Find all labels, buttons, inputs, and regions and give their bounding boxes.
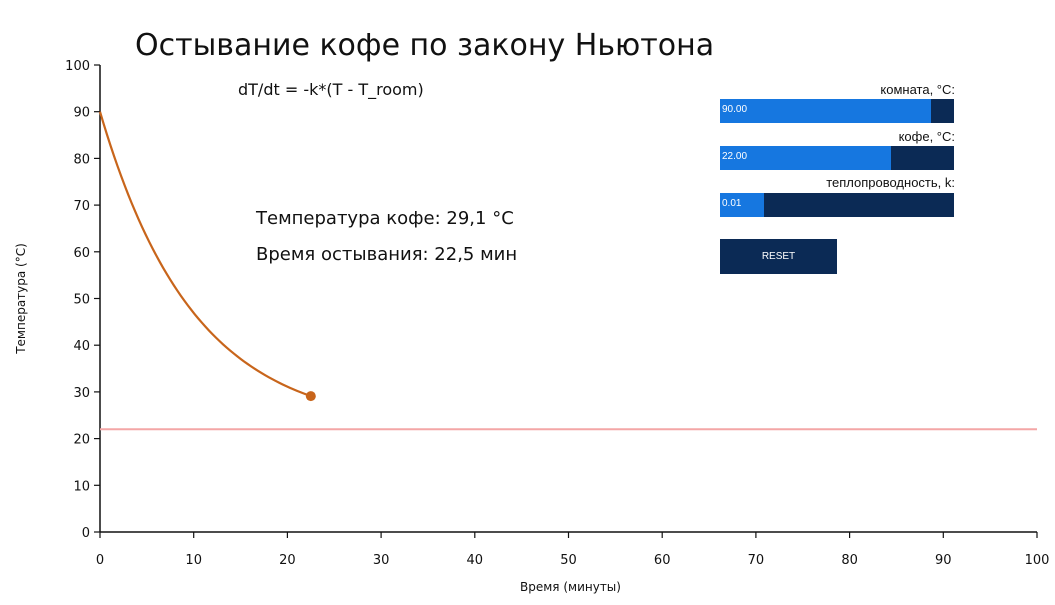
x-tick-label: 90 [935, 553, 952, 568]
x-tick-label: 100 [1025, 553, 1050, 568]
end-point-marker [305, 391, 316, 402]
y-axis-ticks: 0 10 20 30 40 50 60 70 80 90 100 [65, 59, 100, 541]
y-tick-label: 0 [82, 526, 90, 541]
x-tick-label: 20 [279, 553, 296, 568]
x-tick-label: 70 [748, 553, 765, 568]
coffee-temperature-readout: Температура кофе: 29,1 °C [256, 208, 514, 229]
room-temperature-slider[interactable]: 90.00 [720, 99, 954, 123]
slider-fill [720, 193, 765, 217]
room-temperature-label: комната, °C: [880, 82, 955, 97]
y-tick-label: 50 [73, 293, 90, 308]
y-tick-label: 60 [73, 246, 90, 261]
chart-title: Остывание кофе по закону Ньютона [135, 28, 715, 63]
formula-text: dT/dt = -k*(T - T_room) [238, 80, 424, 99]
y-tick-label: 30 [73, 386, 90, 401]
coffee-temperature-label: кофе, °C: [898, 129, 955, 144]
y-tick-label: 10 [73, 479, 90, 494]
y-tick-label: 40 [73, 339, 90, 354]
x-tick-label: 10 [185, 553, 202, 568]
slider-value: 22.00 [722, 151, 748, 162]
y-tick-label: 90 [73, 106, 90, 121]
reset-button[interactable]: RESET [720, 239, 837, 274]
cooling-time-readout: Время остывания: 22,5 мин [256, 244, 518, 265]
x-tick-label: 80 [841, 553, 858, 568]
slider-value: 0.01 [722, 198, 742, 209]
x-tick-label: 0 [96, 553, 104, 568]
y-tick-label: 100 [65, 59, 90, 74]
slider-fill [720, 146, 891, 170]
x-axis-ticks: 0 10 20 30 40 50 60 70 80 90 100 [96, 532, 1050, 568]
y-tick-label: 80 [73, 152, 90, 167]
x-tick-label: 50 [560, 553, 577, 568]
y-tick-label: 70 [73, 199, 90, 214]
slider-value: 90.00 [722, 104, 748, 115]
conductivity-label: теплопроводность, k: [826, 175, 955, 190]
coffee-temperature-slider[interactable]: 22.00 [720, 146, 954, 170]
series-line [98, 111, 312, 398]
conductivity-slider[interactable]: 0.01 [720, 193, 954, 217]
x-tick-label: 60 [654, 553, 671, 568]
y-tick-label: 20 [73, 433, 90, 448]
x-tick-label: 40 [467, 553, 484, 568]
x-tick-label: 30 [373, 553, 390, 568]
y-axis-title: Температура (°C) [14, 243, 28, 355]
slider-fill [720, 99, 931, 123]
x-axis-title: Время (минуты) [520, 580, 621, 594]
